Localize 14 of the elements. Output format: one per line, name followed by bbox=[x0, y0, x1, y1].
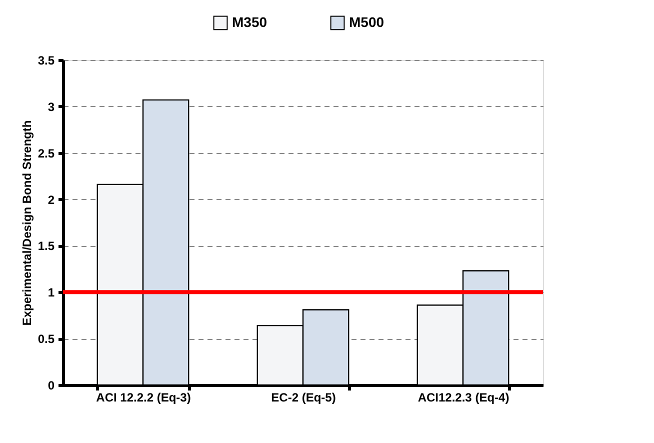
y-tick-label: 3.5 bbox=[38, 54, 55, 68]
x-tick-label: ACI 12.2.2 (Eq-3) bbox=[96, 390, 191, 404]
y-axis-title: Experimental/Design Bond Strength bbox=[20, 120, 34, 326]
legend-label: M500 bbox=[349, 14, 384, 30]
x-tick-label: ACI12.2.3 (Eq-4) bbox=[418, 390, 510, 404]
y-tick-label: 0.5 bbox=[38, 332, 55, 346]
y-tick-label: 2.5 bbox=[38, 146, 55, 160]
legend-label: M350 bbox=[232, 14, 268, 30]
y-tick-label: 2 bbox=[48, 192, 55, 207]
x-tick-label: EC-2 (Eq-5) bbox=[271, 390, 336, 404]
y-tick-label: 1 bbox=[48, 286, 55, 300]
y-tick-label: 3 bbox=[48, 100, 55, 114]
y-tick-label: 1.5 bbox=[38, 239, 55, 254]
y-tick-label: 0 bbox=[48, 378, 55, 392]
